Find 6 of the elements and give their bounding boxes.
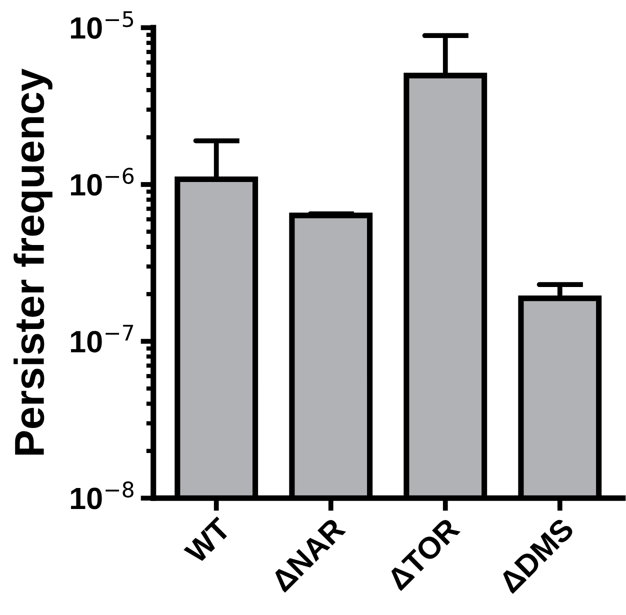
y-tick-label: 10$^{−8}$ [71,481,134,510]
x-tick-label: WT [184,516,232,565]
y-tick-label: 10$^{−7}$ [71,324,134,352]
y-tick-label: 10$^{−5}$ [71,11,134,39]
y-tick-label: 10$^{−6}$ [71,168,134,196]
y-axis-title: Persister frequency [14,68,52,455]
